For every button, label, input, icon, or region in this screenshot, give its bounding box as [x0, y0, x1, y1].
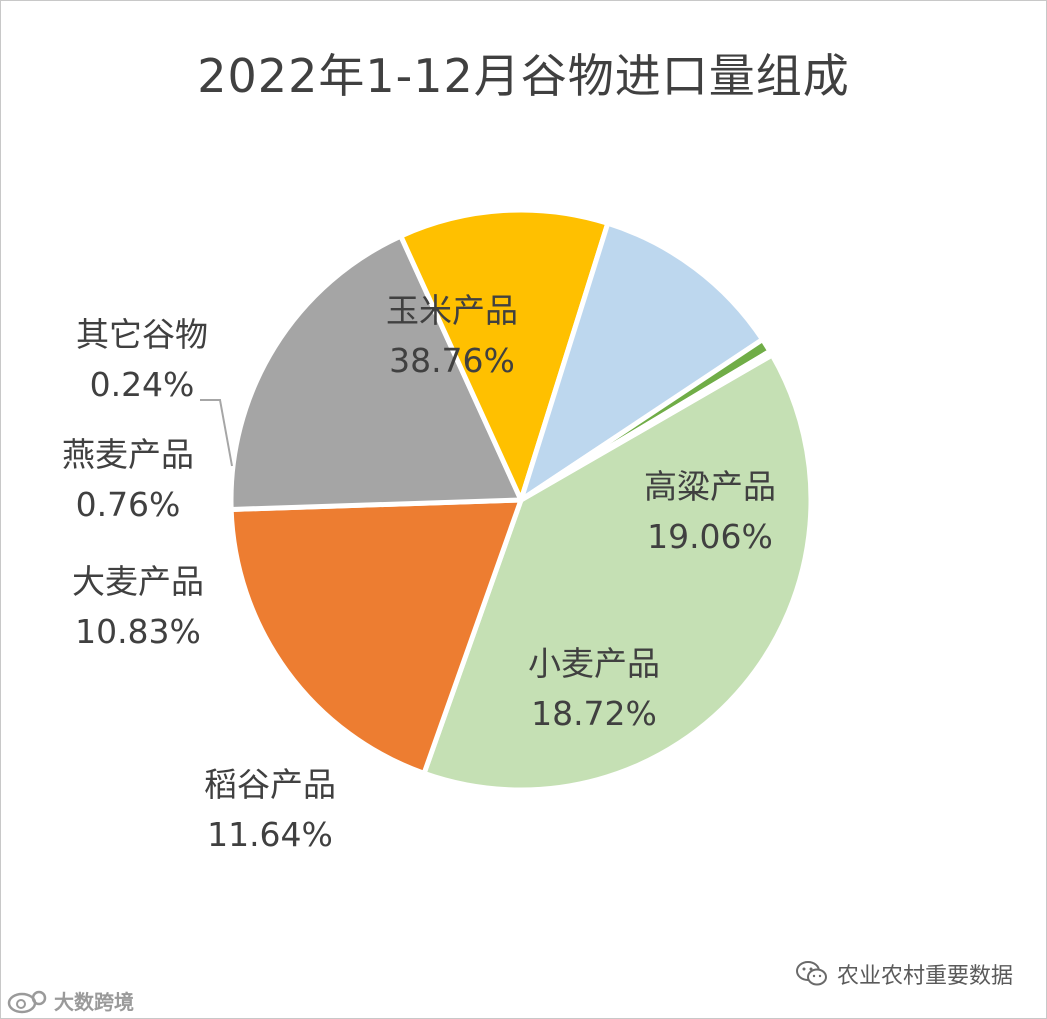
slice-label-value-6: 0.76% — [76, 485, 181, 524]
pie-slice-7 — [518, 348, 775, 503]
slice-label-value-2: 19.06% — [647, 517, 773, 556]
slice-label-name-1: 玉米产品 — [386, 291, 518, 330]
slice-label-name-2: 高粱产品 — [644, 467, 776, 506]
pie-slice-2 — [228, 497, 524, 776]
pie-slice-1 — [421, 352, 814, 793]
pie-slice-3 — [228, 233, 524, 512]
slice-label-value-7: 0.24% — [90, 365, 195, 404]
slice-label-name-6: 燕麦产品 — [62, 435, 194, 474]
slice-label-value-3: 18.72% — [531, 694, 657, 733]
slice-label-name-3: 小麦产品 — [528, 644, 660, 683]
slice-label-value-5: 10.83% — [75, 612, 201, 651]
slice-label-value-4: 11.64% — [207, 815, 333, 854]
wechat-icon — [795, 961, 827, 986]
slice-label-value-1: 38.76% — [389, 341, 515, 380]
watermark-right-text: 农业农村重要数据 — [836, 964, 1013, 989]
slice-label-name-7: 其它谷物 — [76, 315, 208, 354]
watermark-left-text: 大数跨境 — [54, 990, 134, 1014]
pie-slice-5 — [518, 220, 766, 503]
watermark-right: 农业农村重要数据 — [795, 958, 1013, 990]
slice-label-name-4: 稻谷产品 — [204, 765, 336, 804]
weibo-icon — [7, 990, 47, 1013]
leader-line — [200, 399, 233, 467]
slice-label-name-5: 大麦产品 — [72, 562, 204, 601]
pie-slice-4 — [398, 207, 611, 503]
watermark-left: 大数跨境 — [6, 986, 134, 1015]
chart-title: 2022年1-12月谷物进口量组成 — [197, 49, 850, 103]
